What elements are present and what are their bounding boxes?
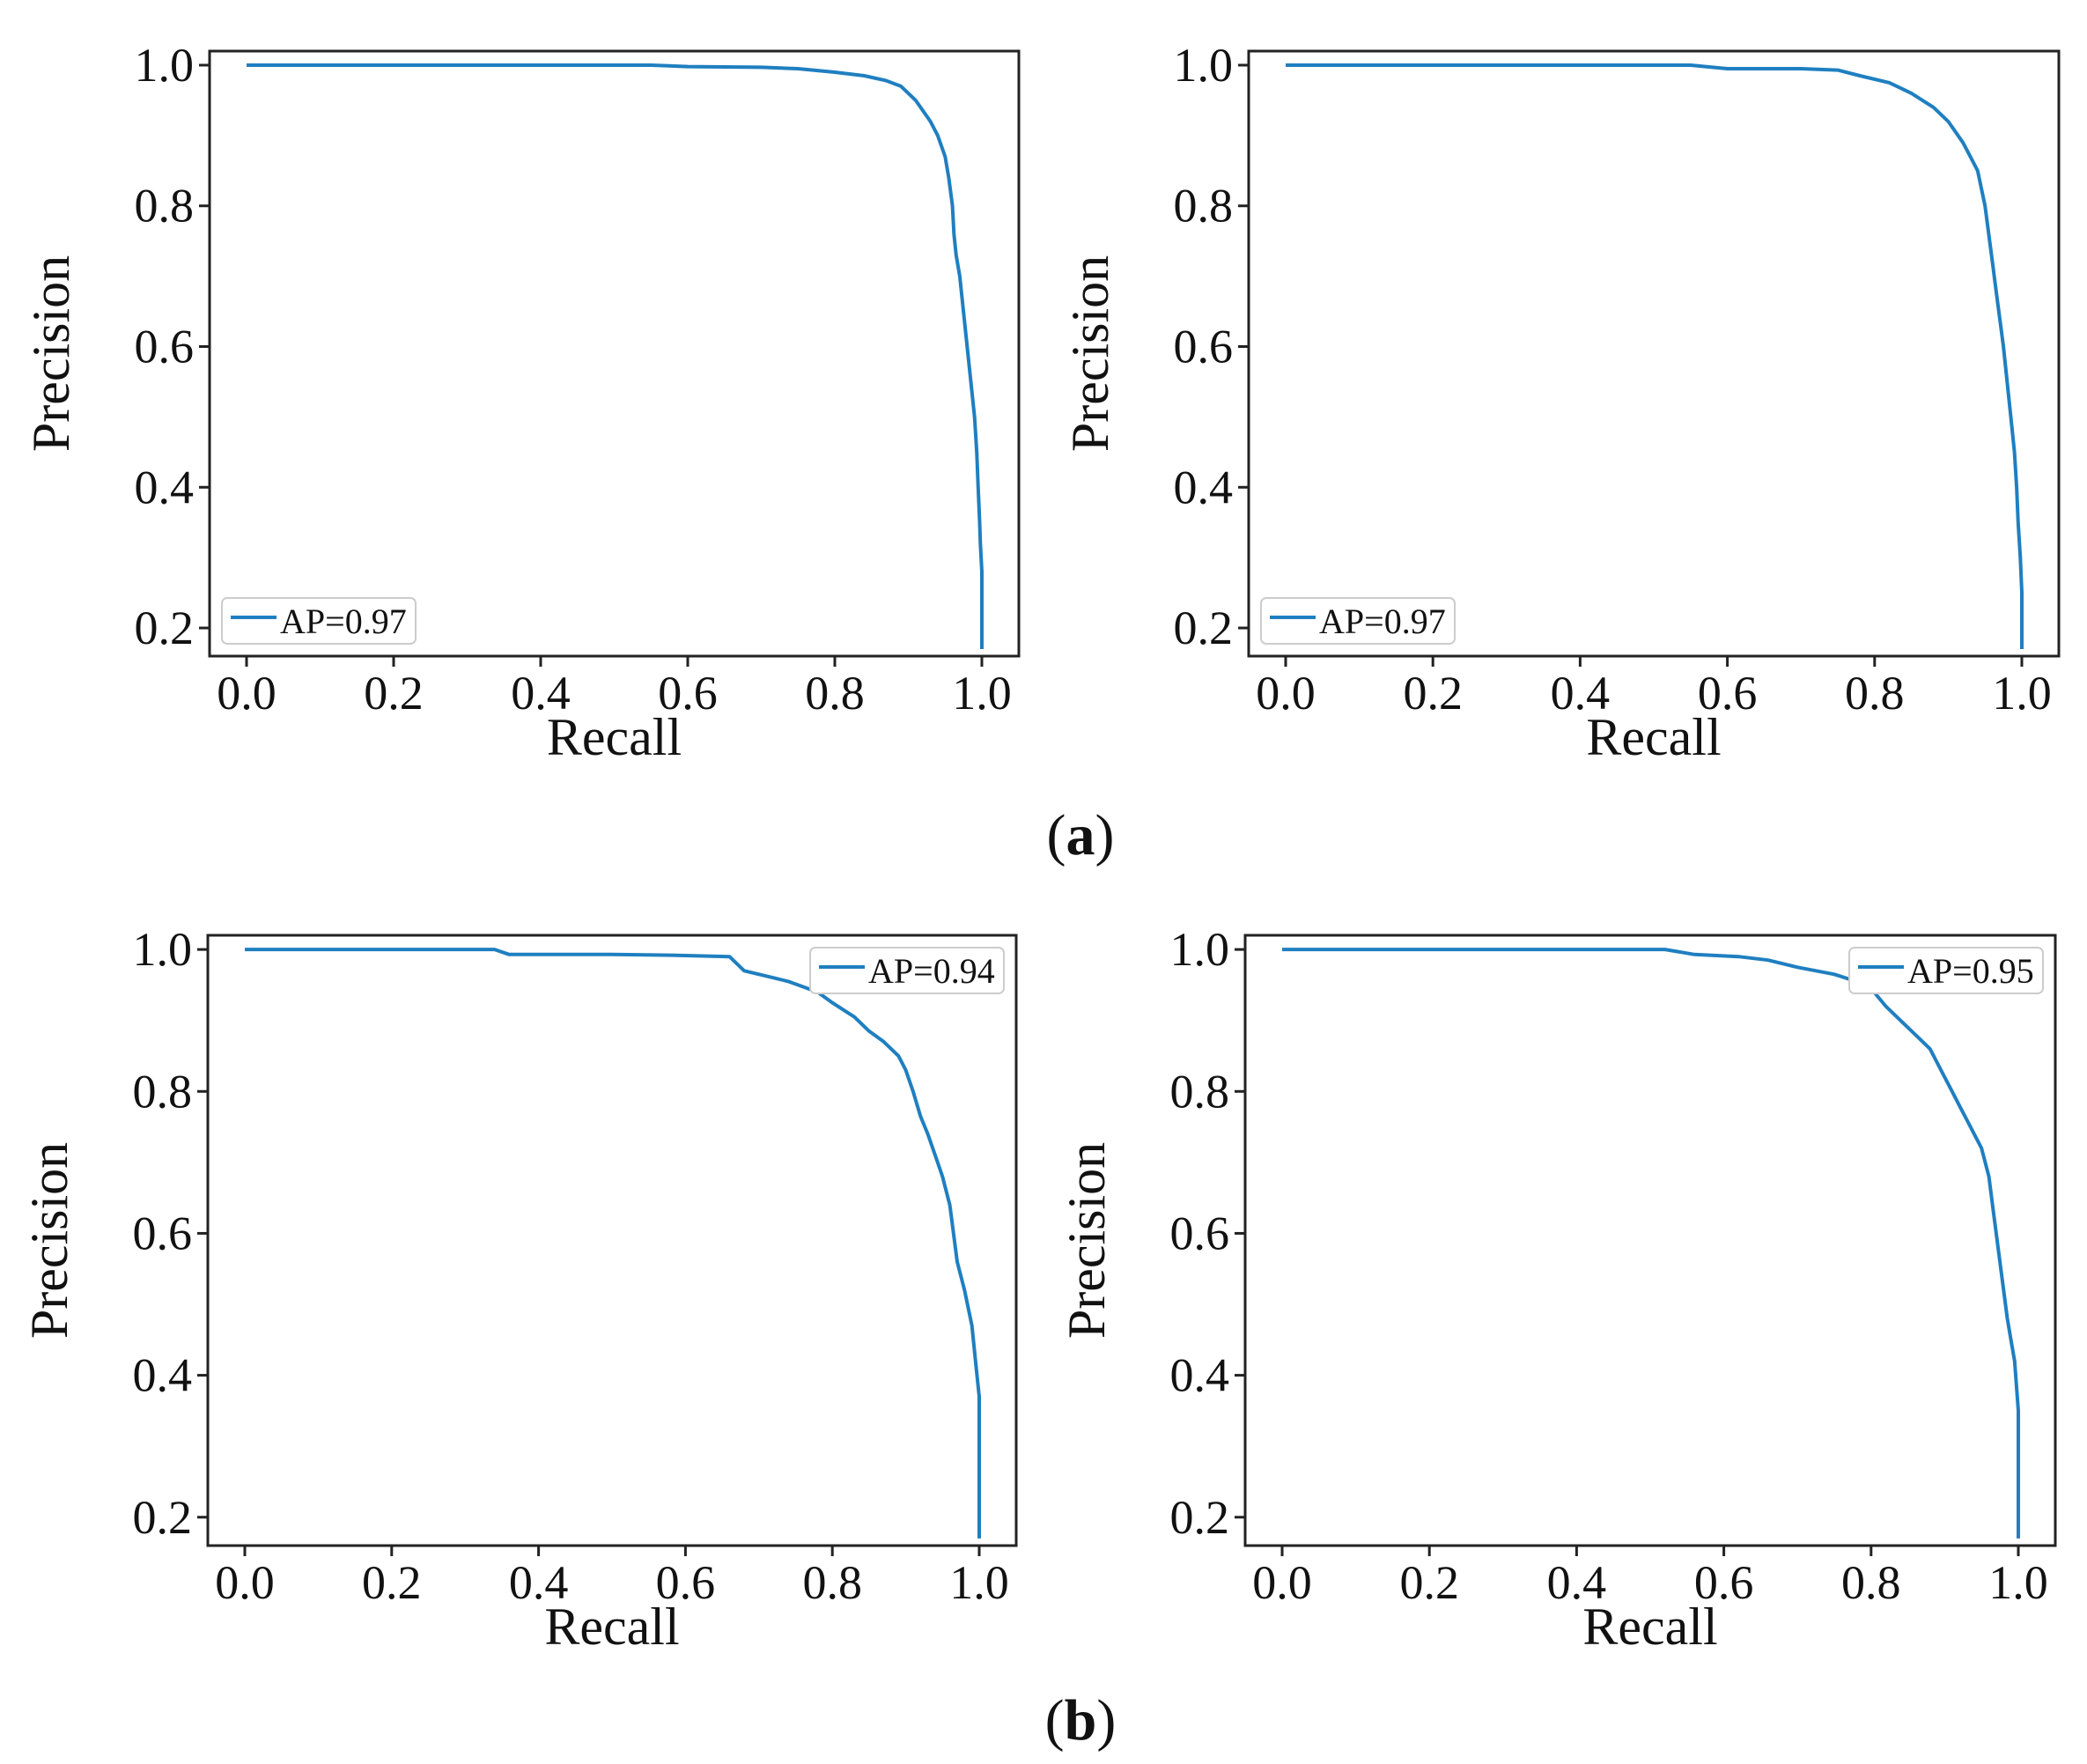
x-tick-label: 0.0	[215, 1556, 275, 1609]
pr-curve	[1286, 63, 2024, 649]
y-tick-label: 0.2	[135, 602, 195, 654]
x-tick-label: 0.8	[1845, 667, 1905, 720]
y-tick-label: 0.2	[1170, 1491, 1230, 1544]
axes-frame	[1247, 49, 2061, 658]
y-tick-label: 0.6	[1174, 321, 1234, 373]
y-tick-label: 0.4	[1170, 1349, 1230, 1402]
y-tick-label: 0.6	[133, 1207, 193, 1259]
x-axis-label: Recall	[547, 708, 682, 766]
x-tick-label: 1.0	[1988, 1556, 2048, 1609]
legend: AP=0.97	[1260, 597, 1456, 645]
y-tick-label: 1.0	[1170, 923, 1230, 976]
x-tick-label: 0.2	[1399, 1556, 1459, 1609]
pr-chart-3: 0.0 0.2 0.4 0.6 0.8 1.0 0.2 0.4 0.6 0.8 1.0 Recall P…	[20, 923, 1018, 1656]
x-axis-label: Recall	[544, 1598, 679, 1656]
x-tick-label: 0.4	[509, 1556, 569, 1609]
legend-label: AP=0.94	[868, 951, 995, 991]
pr-curve	[245, 948, 981, 1539]
legend-box	[1848, 947, 2044, 994]
y-tick-label: 0.8	[133, 1065, 193, 1118]
y-tick-label: 0.8	[1174, 180, 1234, 232]
legend-label: AP=0.95	[1907, 951, 2034, 991]
legend-box	[809, 947, 1005, 994]
pr-chart-4: 0.0 0.2 0.4 0.6 0.8 1.0 0.2 0.4 0.6 0.8 1.0 Recall P…	[1058, 923, 2057, 1656]
x-tick-label: 1.0	[952, 667, 1012, 720]
x-tick-label: 0.2	[362, 1556, 422, 1609]
x-tick-label: 1.0	[1992, 667, 2052, 720]
legend: AP=0.94	[809, 947, 1005, 994]
x-tick-label: 0.2	[1403, 667, 1463, 720]
y-tick-label: 0.4	[135, 461, 195, 513]
legend-label: AP=0.97	[280, 602, 407, 641]
y-tick-label: 0.2	[133, 1491, 193, 1544]
y-tick-label: 0.4	[133, 1349, 193, 1402]
caption-b: (b)	[1045, 1688, 1117, 1753]
x-tick-label: 0.4	[1551, 667, 1611, 720]
pr-curve	[1282, 948, 2020, 1539]
x-tick-label: 0.8	[802, 1556, 862, 1609]
x-tick-label: 0.4	[511, 667, 571, 720]
y-tick-label: 0.6	[135, 321, 195, 373]
legend-box	[221, 597, 417, 645]
pr-chart-1: 0.0 0.2 0.4 0.6 0.8 1.0 0.2 0.4 0.6 0.8 1.0 Recall P…	[22, 39, 1021, 766]
legend: AP=0.97	[221, 597, 417, 645]
pr-curve	[247, 63, 984, 649]
axes-frame	[208, 49, 1021, 658]
x-tick-label: 0.8	[805, 667, 865, 720]
x-tick-label: 0.6	[1698, 667, 1758, 720]
y-tick-label: 0.4	[1174, 461, 1234, 513]
y-tick-label: 1.0	[1174, 39, 1234, 92]
y-tick-label: 0.8	[135, 180, 195, 232]
y-axis-label: Precision	[1058, 1142, 1116, 1339]
axes-frame	[206, 934, 1018, 1547]
x-axis-label: Recall	[1582, 1598, 1717, 1656]
x-tick-label: 0.6	[656, 1556, 716, 1609]
pr-chart-2: 0.0 0.2 0.4 0.6 0.8 1.0 0.2 0.4 0.6 0.8 1.0 Recall P…	[1061, 39, 2061, 766]
y-axis-label: Precision	[1061, 255, 1119, 452]
y-axis-label: Precision	[20, 1142, 78, 1339]
x-tick-label: 0.8	[1841, 1556, 1901, 1609]
y-tick-label: 1.0	[133, 923, 193, 976]
x-tick-label: 1.0	[949, 1556, 1009, 1609]
caption-a: (a)	[1047, 803, 1115, 867]
y-axis-label: Precision	[22, 255, 80, 452]
x-tick-label: 0.0	[217, 667, 277, 720]
axes-frame	[1243, 934, 2057, 1547]
x-tick-label: 0.2	[364, 667, 424, 720]
legend-box	[1260, 597, 1456, 645]
x-tick-label: 0.0	[1252, 1556, 1312, 1609]
x-axis-label: Recall	[1586, 708, 1721, 766]
x-tick-label: 0.6	[658, 667, 718, 720]
y-tick-label: 0.8	[1170, 1065, 1230, 1118]
legend: AP=0.95	[1848, 947, 2044, 994]
y-tick-label: 0.2	[1174, 602, 1234, 654]
x-tick-label: 0.6	[1694, 1556, 1754, 1609]
legend-label: AP=0.97	[1319, 602, 1446, 641]
x-tick-label: 0.4	[1547, 1556, 1607, 1609]
y-tick-label: 1.0	[135, 39, 195, 92]
x-tick-label: 0.0	[1256, 667, 1316, 720]
y-tick-label: 0.6	[1170, 1207, 1230, 1259]
